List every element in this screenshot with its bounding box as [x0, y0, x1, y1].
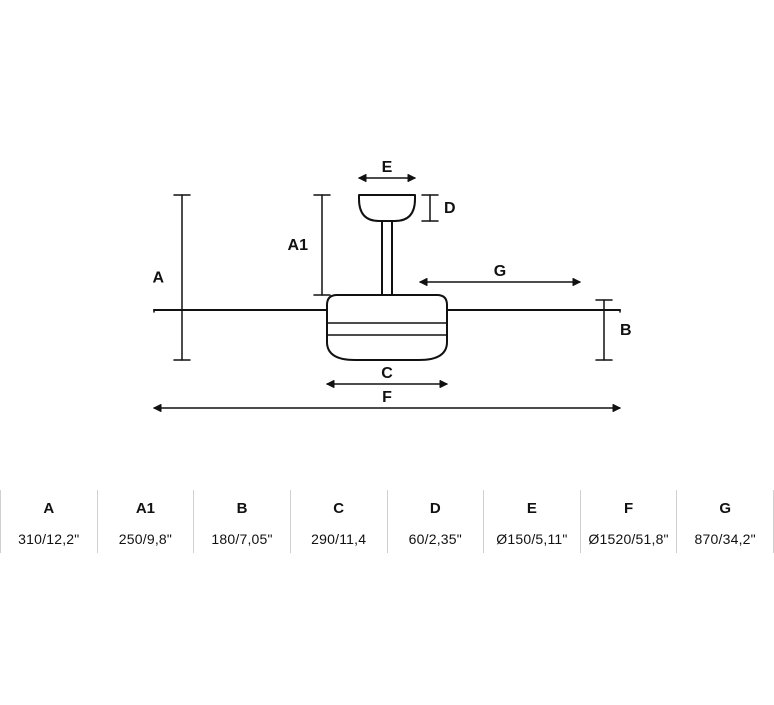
dim-value: 180/7,05": [194, 531, 290, 547]
dim-col-A: A 310/12,2": [0, 490, 97, 553]
dim-value: 310/12,2": [1, 531, 97, 547]
svg-text:E: E: [382, 159, 393, 176]
dim-head: A: [1, 500, 97, 517]
svg-text:G: G: [494, 263, 506, 280]
dimension-table: A 310/12,2"A1 250/9,8"B 180/7,05"C 290/11,4D…: [0, 490, 774, 553]
dim-head: D: [388, 500, 484, 517]
dim-col-A1: A1 250/9,8": [97, 490, 194, 553]
dim-col-G: G 870/34,2": [676, 490, 774, 553]
svg-text:A: A: [152, 270, 164, 287]
dim-head: G: [677, 500, 773, 517]
dim-col-E: E Ø150/5,11": [483, 490, 580, 553]
svg-text:F: F: [382, 389, 392, 406]
dim-head: A1: [98, 500, 194, 517]
svg-text:A1: A1: [288, 237, 309, 254]
dim-value: 60/2,35": [388, 531, 484, 547]
dim-value: 290/11,4: [291, 531, 387, 547]
dim-head: C: [291, 500, 387, 517]
dim-value: Ø1520/51,8": [581, 531, 677, 547]
dim-col-B: B 180/7,05": [193, 490, 290, 553]
dim-value: 870/34,2": [677, 531, 773, 547]
dim-value: Ø150/5,11": [484, 531, 580, 547]
svg-text:B: B: [620, 322, 632, 339]
dim-head: B: [194, 500, 290, 517]
dim-col-F: F Ø1520/51,8": [580, 490, 677, 553]
svg-text:C: C: [381, 365, 393, 382]
dim-head: E: [484, 500, 580, 517]
dim-col-D: D 60/2,35": [387, 490, 484, 553]
dim-col-C: C 290/11,4: [290, 490, 387, 553]
dim-head: F: [581, 500, 677, 517]
fan-diagram: A A1 B D E CF G: [0, 0, 774, 470]
dim-value: 250/9,8": [98, 531, 194, 547]
svg-text:D: D: [444, 200, 456, 217]
